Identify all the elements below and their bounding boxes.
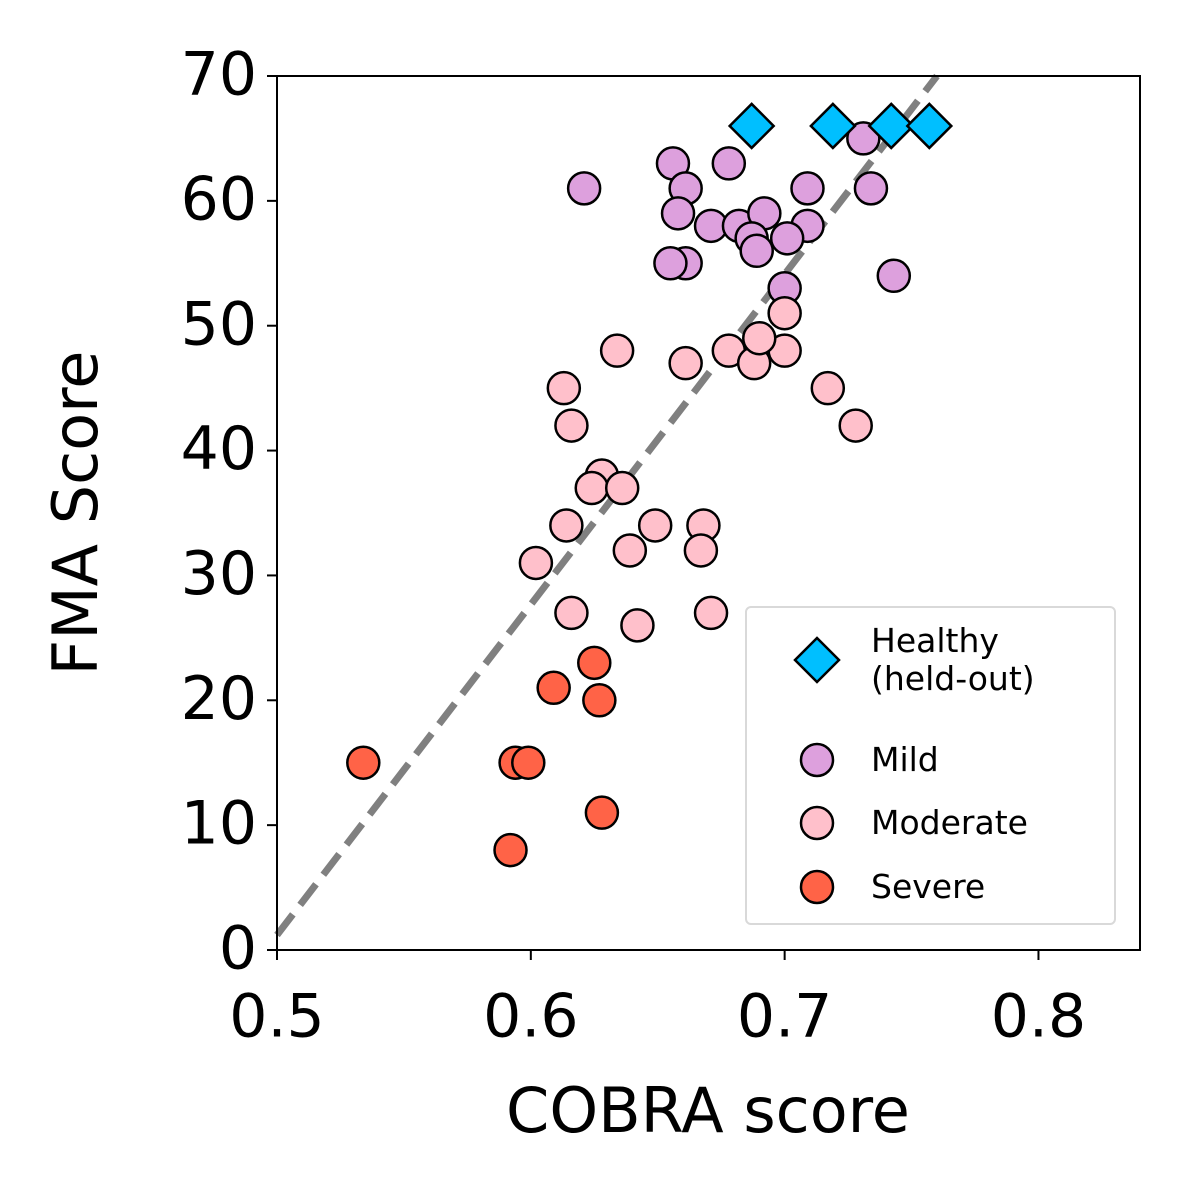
x-tick-label: 0.8 bbox=[991, 982, 1086, 1052]
point bbox=[790, 171, 825, 206]
legend-label: Moderate bbox=[871, 803, 1028, 842]
y-tick-label: 50 bbox=[181, 289, 257, 359]
point bbox=[554, 595, 589, 631]
point bbox=[653, 246, 688, 281]
point bbox=[604, 470, 640, 506]
point bbox=[905, 102, 954, 150]
point bbox=[599, 333, 635, 368]
point bbox=[660, 196, 696, 231]
legend-marker bbox=[799, 869, 835, 905]
point bbox=[876, 258, 912, 294]
legend-symbol bbox=[799, 742, 835, 778]
x-axis-title: COBRA score bbox=[506, 1074, 910, 1147]
y-tick-label: 20 bbox=[181, 664, 257, 734]
legend-item: Moderate bbox=[747, 783, 1114, 863]
point bbox=[554, 408, 589, 443]
legend-symbol bbox=[793, 636, 841, 684]
legend-symbol bbox=[799, 805, 835, 841]
point bbox=[549, 508, 584, 543]
legend-marker bbox=[799, 805, 835, 841]
point bbox=[853, 171, 889, 206]
legend-item: Healthy (held-out) bbox=[747, 620, 1114, 700]
y-axis-title: FMA Score bbox=[39, 351, 112, 676]
point bbox=[668, 345, 703, 381]
point bbox=[683, 533, 719, 568]
legend-item: Severe bbox=[747, 847, 1114, 927]
point bbox=[493, 832, 528, 868]
legend-marker bbox=[793, 636, 841, 684]
y-tick-label: 70 bbox=[181, 40, 257, 110]
legend-marker bbox=[799, 742, 835, 778]
y-tick-label: 40 bbox=[181, 414, 257, 484]
point bbox=[546, 370, 582, 406]
point bbox=[518, 545, 554, 581]
x-tick-label: 0.7 bbox=[737, 982, 832, 1052]
point bbox=[838, 408, 873, 443]
point bbox=[767, 295, 802, 331]
x-tick-label: 0.5 bbox=[229, 982, 324, 1052]
point bbox=[584, 795, 620, 830]
point bbox=[711, 146, 747, 181]
legend-label: Healthy (held-out) bbox=[871, 621, 1035, 698]
point bbox=[536, 670, 571, 706]
y-tick-label: 10 bbox=[181, 789, 257, 859]
point bbox=[637, 508, 673, 543]
point bbox=[346, 745, 381, 780]
y-tick-label: 30 bbox=[181, 539, 257, 609]
point bbox=[742, 320, 777, 356]
point bbox=[612, 533, 648, 568]
legend-item: Mild bbox=[747, 720, 1114, 800]
point bbox=[693, 595, 729, 631]
point bbox=[574, 470, 609, 506]
point bbox=[620, 608, 655, 643]
point bbox=[511, 745, 546, 780]
point bbox=[582, 683, 617, 718]
point bbox=[769, 221, 805, 256]
point bbox=[739, 233, 774, 269]
point bbox=[846, 121, 881, 156]
legend-label: Mild bbox=[871, 740, 939, 779]
reference-line bbox=[274, 73, 940, 938]
legend-label: Severe bbox=[871, 867, 986, 906]
legend: Healthy (held-out) Mild Moderate Severe bbox=[745, 606, 1116, 925]
point bbox=[566, 171, 602, 206]
point bbox=[867, 102, 916, 150]
point bbox=[577, 645, 612, 681]
point bbox=[809, 102, 857, 150]
legend-symbol bbox=[799, 869, 835, 905]
x-tick-label: 0.6 bbox=[483, 982, 578, 1052]
y-tick-label: 0 bbox=[219, 914, 257, 984]
y-tick-label: 60 bbox=[181, 164, 257, 234]
plot-frame bbox=[276, 75, 1141, 951]
point bbox=[727, 102, 776, 150]
point bbox=[810, 370, 846, 406]
